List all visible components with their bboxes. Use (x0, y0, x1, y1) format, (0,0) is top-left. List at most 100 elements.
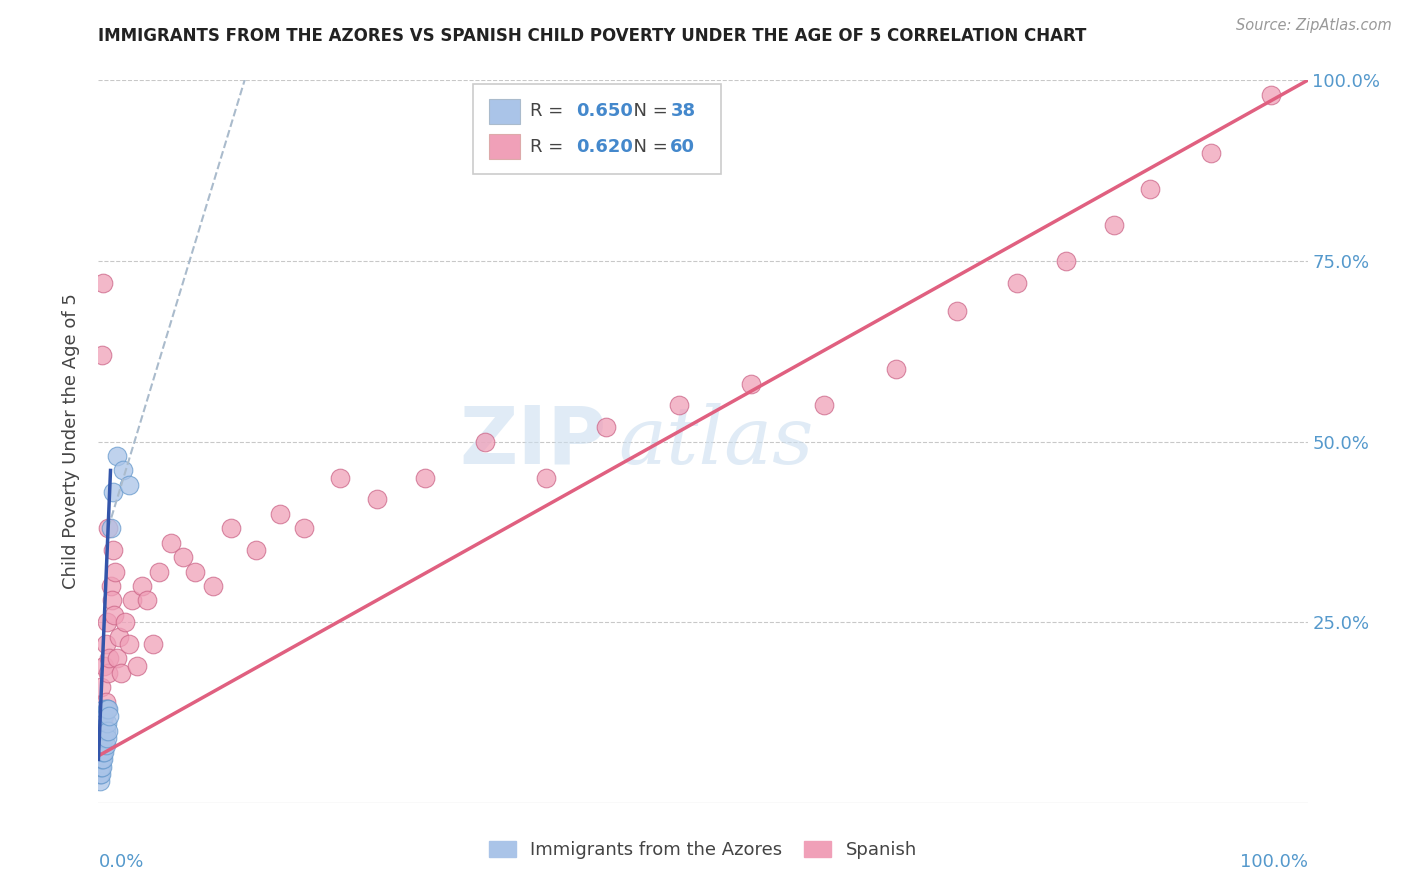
Point (111, 463, 134, 477)
Point (1199, 145, 1222, 160)
Text: atlas: atlas (619, 403, 814, 480)
Point (96, 615, 118, 630)
Point (97, 702, 120, 716)
Point (90, 767, 112, 781)
Text: R =: R = (530, 137, 569, 156)
Point (90, 716, 112, 731)
FancyBboxPatch shape (489, 99, 520, 124)
Point (91, 745, 114, 759)
Point (90, 709, 112, 723)
Point (1139, 182, 1161, 196)
Point (89, 752, 111, 766)
Y-axis label: Child Poverty Under the Age of 5: Child Poverty Under the Age of 5 (62, 293, 80, 590)
Point (100, 579, 122, 593)
Point (104, 565, 127, 579)
Point (96, 716, 118, 731)
Point (91, 738, 114, 752)
Point (740, 376, 762, 391)
Point (474, 434, 496, 449)
Point (89, 760, 111, 774)
Point (110, 665, 132, 680)
Point (1260, 87, 1282, 102)
Point (98, 709, 121, 723)
Point (142, 637, 165, 651)
Point (93, 723, 115, 738)
Point (89, 723, 111, 738)
Point (90, 738, 112, 752)
Point (90, 760, 112, 774)
Point (93, 731, 115, 745)
Text: 0.650: 0.650 (576, 103, 633, 120)
Point (595, 420, 617, 434)
Point (89, 745, 111, 759)
Point (90, 745, 112, 759)
Text: 100.0%: 100.0% (1240, 854, 1308, 871)
Point (98, 651, 121, 665)
Point (101, 542, 124, 557)
Point (114, 615, 136, 630)
Point (202, 579, 225, 593)
Point (93, 702, 115, 716)
Text: ZIP: ZIP (458, 402, 606, 481)
Text: R =: R = (530, 103, 569, 120)
Text: N =: N = (621, 103, 673, 120)
Text: 38: 38 (671, 103, 696, 120)
Point (160, 535, 183, 549)
Point (1054, 253, 1077, 268)
Point (90, 680, 112, 694)
Point (89, 767, 111, 781)
Point (221, 521, 243, 535)
Point (135, 593, 157, 607)
Point (172, 550, 194, 565)
Point (91, 723, 114, 738)
Point (94, 723, 117, 738)
Point (91, 723, 114, 738)
Point (105, 449, 128, 463)
Point (94, 637, 117, 651)
Point (94, 695, 117, 709)
Point (89, 723, 111, 738)
FancyBboxPatch shape (474, 84, 721, 174)
Point (96, 702, 118, 716)
Point (184, 565, 207, 579)
Point (89, 774, 111, 789)
Point (245, 542, 267, 557)
Point (1102, 218, 1125, 232)
Text: IMMIGRANTS FROM THE AZORES VS SPANISH CHILD POVERTY UNDER THE AGE OF 5 CORRELATI: IMMIGRANTS FROM THE AZORES VS SPANISH CH… (98, 27, 1087, 45)
Point (93, 745, 115, 759)
Point (886, 362, 908, 376)
Legend: Immigrants from the Azores, Spanish: Immigrants from the Azores, Spanish (482, 833, 924, 866)
Text: Source: ZipAtlas.com: Source: ZipAtlas.com (1236, 18, 1392, 33)
Point (118, 637, 141, 651)
Point (93, 658, 115, 673)
Point (413, 470, 436, 484)
Point (89, 738, 111, 752)
Point (329, 470, 352, 484)
Point (94, 738, 117, 752)
Point (668, 398, 690, 412)
Point (813, 398, 835, 412)
Point (91, 752, 114, 766)
Point (100, 593, 122, 607)
Point (148, 565, 170, 579)
Point (534, 470, 557, 484)
Point (108, 630, 131, 644)
Point (946, 304, 969, 318)
Point (93, 709, 115, 723)
Point (91, 760, 114, 774)
FancyBboxPatch shape (489, 135, 520, 159)
Point (100, 521, 122, 535)
Point (91, 348, 114, 362)
Text: 0.0%: 0.0% (98, 854, 143, 871)
Point (91, 731, 114, 745)
Point (90, 731, 112, 745)
Point (269, 507, 291, 521)
Point (91, 276, 114, 290)
Point (118, 478, 141, 492)
Point (91, 716, 114, 731)
Point (131, 579, 153, 593)
Point (1007, 276, 1029, 290)
Point (101, 485, 124, 500)
Point (103, 607, 125, 622)
Point (127, 658, 149, 673)
